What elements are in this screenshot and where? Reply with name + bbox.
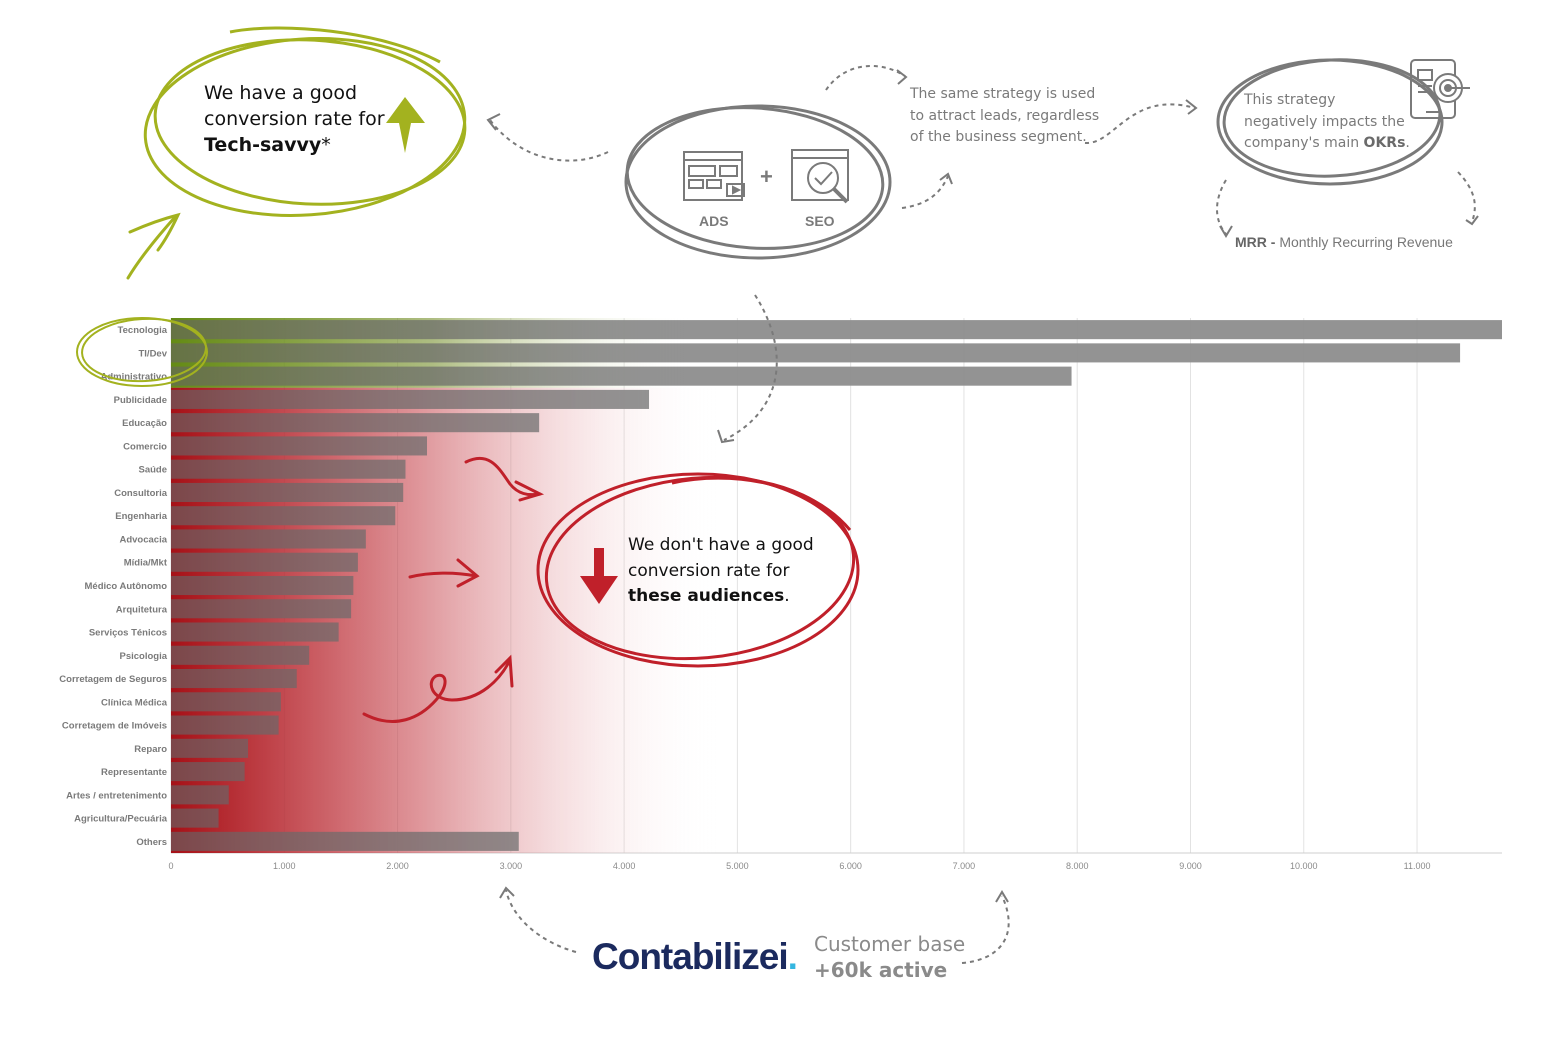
green-note-circle <box>143 26 467 217</box>
green-note-line2: conversion rate for <box>204 108 385 130</box>
seo-label: SEO <box>805 213 835 229</box>
category-label: Administrativo <box>100 372 167 383</box>
channels-circle <box>624 104 892 260</box>
category-label: Agricultura/Pecuária <box>74 814 168 825</box>
category-label: Publicidade <box>114 395 167 406</box>
red-note-line1: We don't have a good <box>628 535 814 555</box>
x-tick-label: 11.000 <box>1404 861 1431 871</box>
category-label: Artes / entretenimento <box>66 790 167 801</box>
ads-label: ADS <box>699 213 729 229</box>
category-label: Clínica Médica <box>101 697 168 708</box>
green-note-suffix: * <box>321 134 331 156</box>
x-tick-label: 7.000 <box>953 861 976 871</box>
x-tick-label: 10.000 <box>1290 861 1318 871</box>
category-label: Comercio <box>123 441 167 452</box>
x-tick-label: 9.000 <box>1179 861 1202 871</box>
category-label: Mídia/Mkt <box>124 558 168 569</box>
okr-note: This strategy negatively impacts the com… <box>1244 90 1434 155</box>
dashed-arrowheads <box>486 69 1479 903</box>
okr-note-line2: negatively impacts the <box>1244 113 1405 130</box>
okr-note-bold: OKRs <box>1363 135 1406 151</box>
category-label: Médico Autônomo <box>85 581 168 592</box>
bar-tint-red <box>171 387 719 853</box>
category-label: Advocacia <box>119 534 167 545</box>
x-tick-label: 0 <box>168 861 173 871</box>
tagline-line2: +60k active <box>814 958 948 982</box>
brand-name: Contabilizei <box>592 936 789 977</box>
category-label: Educação <box>122 418 167 429</box>
brand-dot: . <box>787 936 798 977</box>
category-label: Serviços Ténicos <box>89 628 167 639</box>
bar-chart: 0 1.000 2.000 3.000 4.000 5.000 6.000 7.000 8.00… <box>59 318 1502 871</box>
plus-sign: + <box>760 164 773 189</box>
brand-logo: Contabilizei. <box>592 936 798 978</box>
green-note-bold: Tech-savvy <box>204 134 322 156</box>
dashed-connectors <box>489 64 1476 964</box>
target-report-icon <box>1410 59 1470 119</box>
green-note: We have a good conversion rate for Tech-… <box>204 80 404 158</box>
tagline-line1: Customer base <box>814 932 966 956</box>
mrr-text: Monthly Recurring Revenue <box>1275 234 1453 250</box>
red-pointer-arrows <box>362 456 545 723</box>
category-label: Representante <box>101 767 167 778</box>
category-label: Corretagem de Seguros <box>59 674 167 685</box>
x-tick-label: 5.000 <box>726 861 749 871</box>
category-label: Consultoria <box>114 488 167 499</box>
category-label: TI/Dev <box>138 348 167 359</box>
red-down-arrow-icon <box>580 548 618 604</box>
x-tick-label: 3.000 <box>500 861 523 871</box>
red-note-line2: conversion rate for <box>628 560 790 581</box>
strategy-note: The same strategy is used to attract lea… <box>910 84 1120 149</box>
category-label: Engenharia <box>115 511 167 522</box>
good-segments-circle <box>76 317 208 387</box>
ads-icon <box>683 151 745 201</box>
red-note-bold: these audiences <box>628 586 785 606</box>
bar-tint-green <box>171 318 693 388</box>
red-note: We don't have a good conversion rate for… <box>628 533 848 610</box>
strategy-note-line2: to attract leads, regardless <box>910 107 1100 124</box>
okr-note-line3-post: . <box>1405 135 1410 151</box>
red-note-circle <box>536 472 860 668</box>
green-pointer-arrow-icon <box>126 212 181 280</box>
red-note-suffix: . <box>784 586 790 606</box>
okr-note-line1: This strategy <box>1244 92 1336 108</box>
category-label: Tecnologia <box>118 325 168 336</box>
category-label: Saúde <box>138 465 167 476</box>
category-label: Corretagem de Imóveis <box>62 721 167 732</box>
seo-icon <box>791 149 849 204</box>
x-tick-label: 8.000 <box>1066 861 1089 871</box>
green-note-line1: We have a good <box>204 82 358 104</box>
x-tick-label: 6.000 <box>839 861 862 871</box>
category-label: Reparo <box>134 744 167 755</box>
mrr-caption: MRR - Monthly Recurring Revenue <box>1235 234 1453 250</box>
okr-note-line3-pre: company's main <box>1244 135 1364 151</box>
category-label: Arquitetura <box>116 604 168 615</box>
x-tick-label: 2.000 <box>386 861 409 871</box>
green-up-arrow-icon <box>386 97 425 153</box>
x-tick-label: 1.000 <box>273 861 296 871</box>
strategy-note-line3: of the business segment. <box>910 129 1087 145</box>
category-label: Others <box>136 837 167 848</box>
strategy-note-line1: The same strategy is used <box>910 86 1096 102</box>
category-label: Psicologia <box>119 651 167 662</box>
x-tick-label: 4.000 <box>613 861 636 871</box>
mrr-bold: MRR - <box>1235 234 1276 250</box>
